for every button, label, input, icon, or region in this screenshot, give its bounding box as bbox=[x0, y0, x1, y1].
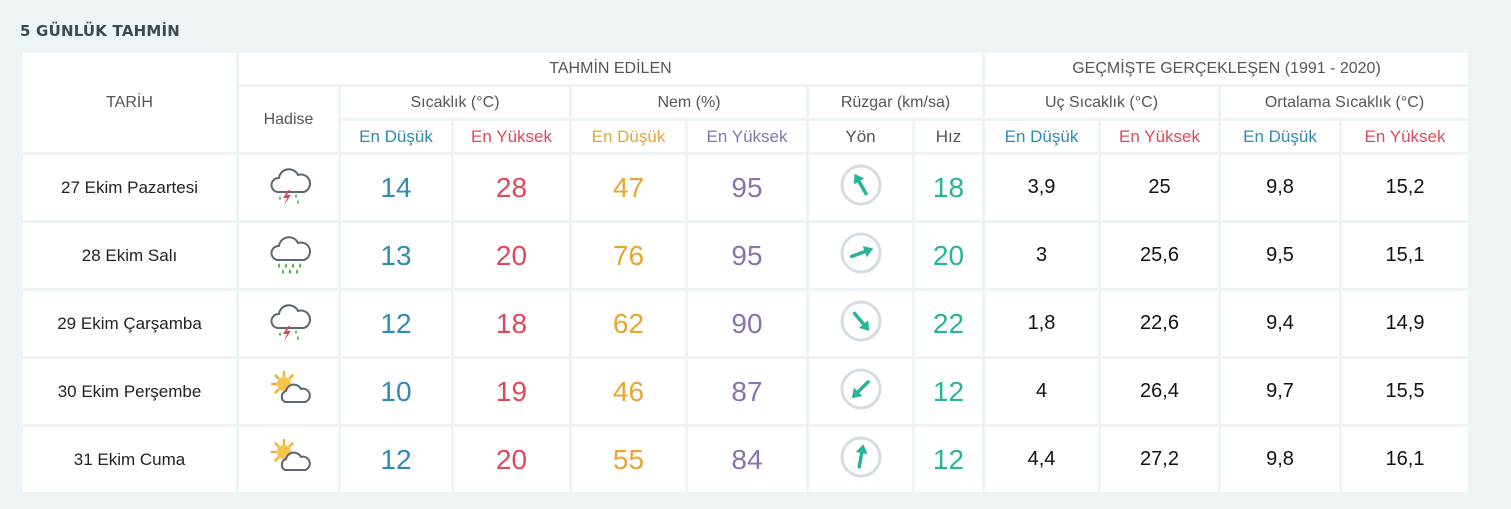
temp-max-cell: 18 bbox=[454, 291, 569, 356]
extreme-min-cell: 4,4 bbox=[985, 427, 1098, 492]
extreme-max-cell: 25,6 bbox=[1101, 223, 1218, 288]
wind-speed-cell: 12 bbox=[915, 359, 982, 424]
temp-max-cell: 20 bbox=[454, 427, 569, 492]
humidity-min-cell: 47 bbox=[572, 155, 685, 220]
extreme-max-cell: 26,4 bbox=[1101, 359, 1218, 424]
weather-icon bbox=[266, 162, 312, 208]
header-sicaklik-en-dusuk: En Düşük bbox=[341, 121, 451, 152]
hadise-cell bbox=[239, 223, 338, 288]
temp-max-cell: 28 bbox=[454, 155, 569, 220]
weather-icon bbox=[266, 434, 312, 480]
header-uc-en-yuksek: En Yüksek bbox=[1101, 121, 1218, 152]
extreme-min-cell: 3 bbox=[985, 223, 1098, 288]
extreme-min-cell: 3,9 bbox=[985, 155, 1098, 220]
header-gecmiste: GEÇMİŞTE GERÇEKLEŞEN (1991 - 2020) bbox=[985, 53, 1468, 84]
wind-direction-arrow-icon bbox=[838, 434, 884, 480]
wind-direction-cell bbox=[809, 155, 912, 220]
header-ortalama-en-dusuk: En Düşük bbox=[1221, 121, 1339, 152]
humidity-max-cell: 87 bbox=[688, 359, 806, 424]
humidity-min-cell: 46 bbox=[572, 359, 685, 424]
average-max-cell: 14,9 bbox=[1342, 291, 1468, 356]
wind-direction-arrow-icon bbox=[838, 298, 884, 344]
header-sicaklik: Sıcaklık (°C) bbox=[341, 87, 569, 118]
header-hadise: Hadise bbox=[239, 87, 338, 152]
table-row: 28 Ekim Salı 13 20 76 95 20 3 25,6 9,5 1… bbox=[23, 223, 1468, 288]
temp-min-cell: 12 bbox=[341, 291, 451, 356]
extreme-max-cell: 25 bbox=[1101, 155, 1218, 220]
temp-min-cell: 12 bbox=[341, 427, 451, 492]
wind-speed-cell: 20 bbox=[915, 223, 982, 288]
temp-max-cell: 19 bbox=[454, 359, 569, 424]
header-hiz: Hız bbox=[915, 121, 982, 152]
header-nem-en-dusuk: En Düşük bbox=[572, 121, 685, 152]
wind-direction-cell bbox=[809, 291, 912, 356]
wind-direction-cell bbox=[809, 427, 912, 492]
humidity-max-cell: 95 bbox=[688, 155, 806, 220]
page-title: 5 GÜNLÜK TAHMİN bbox=[20, 22, 181, 40]
wind-speed-cell: 18 bbox=[915, 155, 982, 220]
average-max-cell: 15,2 bbox=[1342, 155, 1468, 220]
humidity-max-cell: 90 bbox=[688, 291, 806, 356]
header-uc-sicaklik: Uç Sıcaklık (°C) bbox=[985, 87, 1218, 118]
temp-min-cell: 10 bbox=[341, 359, 451, 424]
wind-direction-arrow-icon bbox=[838, 162, 884, 208]
average-min-cell: 9,8 bbox=[1221, 427, 1339, 492]
header-ruzgar: Rüzgar (km/sa) bbox=[809, 87, 982, 118]
wind-speed-cell: 22 bbox=[915, 291, 982, 356]
header-ortalama-en-yuksek: En Yüksek bbox=[1342, 121, 1468, 152]
average-max-cell: 15,5 bbox=[1342, 359, 1468, 424]
temp-min-cell: 14 bbox=[341, 155, 451, 220]
forecast-table: TARİH TAHMİN EDİLEN GEÇMİŞTE GERÇEKLEŞEN… bbox=[20, 50, 1471, 495]
average-min-cell: 9,8 bbox=[1221, 155, 1339, 220]
header-uc-en-dusuk: En Düşük bbox=[985, 121, 1098, 152]
temp-max-cell: 20 bbox=[454, 223, 569, 288]
humidity-max-cell: 95 bbox=[688, 223, 806, 288]
header-tarih: TARİH bbox=[23, 53, 236, 152]
date-cell: 28 Ekim Salı bbox=[23, 223, 236, 288]
wind-direction-arrow-icon bbox=[838, 230, 884, 276]
date-cell: 31 Ekim Cuma bbox=[23, 427, 236, 492]
extreme-max-cell: 27,2 bbox=[1101, 427, 1218, 492]
header-nem-en-yuksek: En Yüksek bbox=[688, 121, 806, 152]
weather-icon bbox=[266, 298, 312, 344]
header-sicaklik-en-yuksek: En Yüksek bbox=[454, 121, 569, 152]
wind-direction-cell bbox=[809, 359, 912, 424]
header-nem: Nem (%) bbox=[572, 87, 806, 118]
hadise-cell bbox=[239, 291, 338, 356]
date-cell: 30 Ekim Perşembe bbox=[23, 359, 236, 424]
wind-direction-cell bbox=[809, 223, 912, 288]
humidity-min-cell: 62 bbox=[572, 291, 685, 356]
average-min-cell: 9,7 bbox=[1221, 359, 1339, 424]
header-yon: Yön bbox=[809, 121, 912, 152]
header-tahmin-edilen: TAHMİN EDİLEN bbox=[239, 53, 982, 84]
average-min-cell: 9,4 bbox=[1221, 291, 1339, 356]
hadise-cell bbox=[239, 427, 338, 492]
date-cell: 27 Ekim Pazartesi bbox=[23, 155, 236, 220]
humidity-min-cell: 55 bbox=[572, 427, 685, 492]
table-row: 29 Ekim Çarşamba 12 18 62 90 22 1,8 22,6… bbox=[23, 291, 1468, 356]
humidity-max-cell: 84 bbox=[688, 427, 806, 492]
extreme-min-cell: 4 bbox=[985, 359, 1098, 424]
wind-direction-arrow-icon bbox=[838, 366, 884, 412]
humidity-min-cell: 76 bbox=[572, 223, 685, 288]
average-min-cell: 9,5 bbox=[1221, 223, 1339, 288]
average-max-cell: 15,1 bbox=[1342, 223, 1468, 288]
table-row: 31 Ekim Cuma 12 20 55 84 12 4,4 27,2 9,8… bbox=[23, 427, 1468, 492]
weather-icon bbox=[266, 230, 312, 276]
extreme-max-cell: 22,6 bbox=[1101, 291, 1218, 356]
wind-speed-cell: 12 bbox=[915, 427, 982, 492]
date-cell: 29 Ekim Çarşamba bbox=[23, 291, 236, 356]
extreme-min-cell: 1,8 bbox=[985, 291, 1098, 356]
temp-min-cell: 13 bbox=[341, 223, 451, 288]
table-row: 30 Ekim Perşembe 10 19 46 87 12 4 26,4 9… bbox=[23, 359, 1468, 424]
table-row: 27 Ekim Pazartesi 14 28 47 95 18 3,9 25 … bbox=[23, 155, 1468, 220]
header-ortalama-sicaklik: Ortalama Sıcaklık (°C) bbox=[1221, 87, 1468, 118]
average-max-cell: 16,1 bbox=[1342, 427, 1468, 492]
hadise-cell bbox=[239, 359, 338, 424]
hadise-cell bbox=[239, 155, 338, 220]
weather-icon bbox=[266, 366, 312, 412]
